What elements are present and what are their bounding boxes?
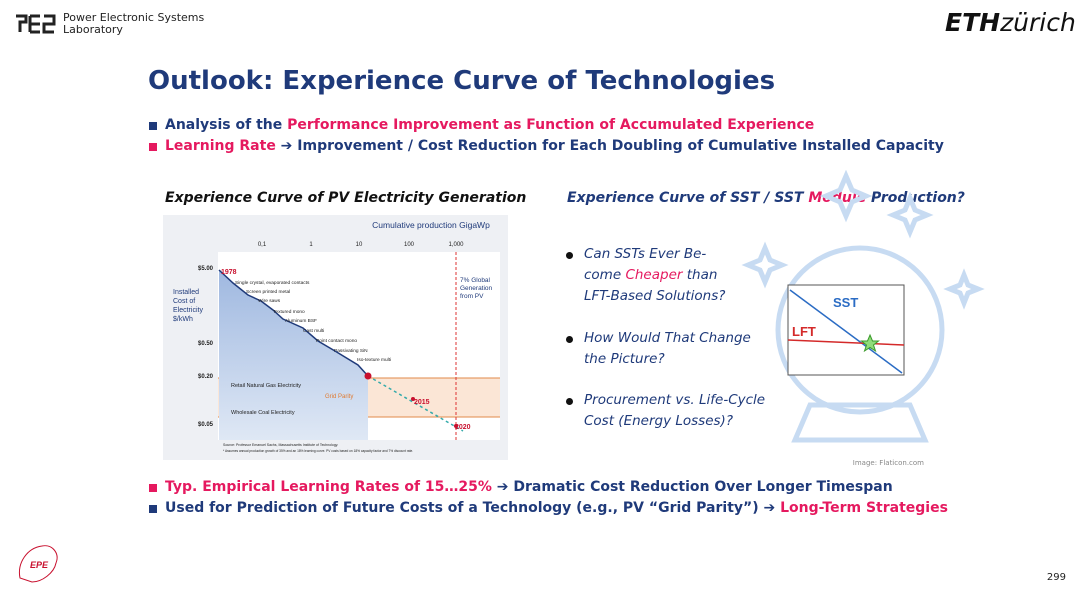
title: Outlook: Experience Curve of Technologie… bbox=[148, 66, 776, 96]
text-run: Experience Curve of SST / SST bbox=[567, 190, 809, 206]
bullet-line: LFT-Based Solutions? bbox=[584, 286, 725, 307]
text-run: Typ. Empirical Learning Rates of 15…25% bbox=[165, 479, 492, 495]
epe-logo: EPE bbox=[18, 545, 58, 583]
text-run: than bbox=[682, 267, 718, 283]
text-run: Cost (Energy Losses)? bbox=[584, 413, 733, 429]
technology-label: Wire saws bbox=[258, 298, 281, 304]
y-title: $/kWh bbox=[173, 316, 193, 323]
text-run: How Would That Change bbox=[584, 330, 751, 346]
year-label: 2020 bbox=[455, 424, 471, 431]
text-run: ➔ Dramatic Cost Reduction Over Longer Ti… bbox=[491, 479, 893, 495]
text-run: Procurement vs. Life-Cycle bbox=[584, 392, 766, 408]
x-tick-label: 1,000 bbox=[448, 242, 464, 248]
bullet-dot bbox=[566, 398, 573, 405]
band-label: Wholesale Coal Electricity bbox=[231, 410, 295, 416]
bullet-line: Procurement vs. Life-Cycle bbox=[584, 390, 765, 411]
text-run: Cheaper bbox=[625, 267, 683, 283]
text-run: the Picture? bbox=[584, 351, 665, 367]
y-tick-label: $0.20 bbox=[198, 374, 214, 380]
text-run: Used for Prediction of Future Costs of a… bbox=[165, 500, 781, 516]
x-tick-label: 100 bbox=[404, 242, 415, 248]
text-run: LFT-Based Solutions? bbox=[584, 288, 726, 304]
bullet-text: Learning Rate ➔ Improvement / Cost Reduc… bbox=[165, 138, 944, 154]
y-title: Installed bbox=[173, 289, 199, 296]
bullet-line: Cost (Energy Losses)? bbox=[584, 411, 733, 432]
org-name: Laboratory bbox=[63, 23, 123, 36]
x-tick-label: 0,1 bbox=[258, 242, 267, 248]
band-label: Retail Natural Gas Electricity bbox=[231, 383, 301, 389]
x-tick-label: 10 bbox=[356, 242, 363, 248]
source: Source: Professor Emanuel Sachs, Massach… bbox=[223, 443, 338, 447]
note: Generation bbox=[460, 285, 493, 292]
crystal-ball: SST LFT bbox=[741, 170, 985, 443]
bullet-line: Can SSTs Ever Be- bbox=[584, 244, 706, 265]
y-title: Cost of bbox=[173, 298, 195, 305]
org-name: Power Electronic Systems bbox=[63, 11, 205, 24]
technology-label: Screen printed metal bbox=[246, 289, 290, 295]
bullet-dot bbox=[566, 252, 573, 259]
band-label: Grid Parity bbox=[325, 394, 353, 400]
technology-label: Aluminum BSF bbox=[285, 318, 317, 324]
y-tick-label: $0.05 bbox=[198, 422, 214, 428]
zurich: zürich bbox=[1000, 8, 1076, 37]
technology-label: Iso-texture multi bbox=[357, 357, 391, 363]
bullet-marker bbox=[149, 484, 157, 492]
text-run: Long-Term Strategies bbox=[780, 500, 948, 516]
y-tick-label: $5.00 bbox=[198, 266, 214, 272]
bullet-text: Analysis of the Performance Improvement … bbox=[165, 117, 814, 133]
pes-logo bbox=[16, 14, 56, 34]
sst-label: SST bbox=[833, 295, 858, 310]
bullet-line: How Would That Change bbox=[584, 328, 751, 349]
eth: ETH bbox=[945, 8, 1001, 37]
text-run: Performance Improvement as Function of A… bbox=[287, 117, 815, 133]
text-run: come bbox=[584, 267, 626, 283]
bullet-line: come Cheaper than bbox=[584, 265, 717, 286]
lft-label: LFT bbox=[792, 324, 816, 339]
bullet-marker bbox=[149, 505, 157, 513]
year-label: 2015 bbox=[414, 399, 430, 406]
y-tick-label: $0.50 bbox=[198, 341, 214, 347]
technology-label: Single crystal, evaporated contacts bbox=[235, 280, 310, 286]
bullet-text: Used for Prediction of Future Costs of a… bbox=[165, 500, 948, 516]
technology-label: Cast multi bbox=[303, 328, 324, 334]
text-run: Learning Rate bbox=[165, 138, 276, 154]
x-title: Cumulative production GigaWp bbox=[372, 220, 490, 230]
technology-label: Textured mono bbox=[273, 309, 305, 315]
technology-label: Passivating SiN bbox=[334, 348, 368, 354]
text-run: Analysis of the bbox=[165, 117, 288, 133]
page-number: 299 bbox=[1046, 572, 1066, 583]
bullet-marker bbox=[149, 122, 157, 130]
note: from PV bbox=[460, 293, 484, 300]
bullet-text: Typ. Empirical Learning Rates of 15…25% … bbox=[165, 479, 893, 495]
bullet-line: the Picture? bbox=[584, 349, 665, 370]
image-credit: Image: Flaticon.com bbox=[852, 459, 924, 467]
note: 7% Global bbox=[460, 277, 491, 284]
text-run: Can SSTs Ever Be- bbox=[584, 246, 707, 262]
y-title: Electricity bbox=[173, 307, 203, 314]
figure-title: Experience Curve of PV Electricity Gener… bbox=[165, 190, 527, 206]
bullet-marker bbox=[149, 143, 157, 151]
technology-label: Point contact mono bbox=[316, 338, 357, 344]
x-tick-label: 1 bbox=[309, 242, 313, 248]
text-run: Production? bbox=[866, 190, 965, 206]
eth-logo: ETHzürich bbox=[945, 8, 1076, 37]
footnote: * Assumes annual production growth of 35… bbox=[223, 449, 413, 453]
year-label: 1978 bbox=[221, 269, 237, 276]
pv-chart: Cumulative production GigaWp 0,1 1 10 100 1,0… bbox=[163, 215, 508, 460]
epe-text: EPE bbox=[30, 560, 49, 570]
text-run: ➔ Improvement / Cost Reduction for Each … bbox=[275, 138, 944, 154]
bullet-dot bbox=[566, 336, 573, 343]
